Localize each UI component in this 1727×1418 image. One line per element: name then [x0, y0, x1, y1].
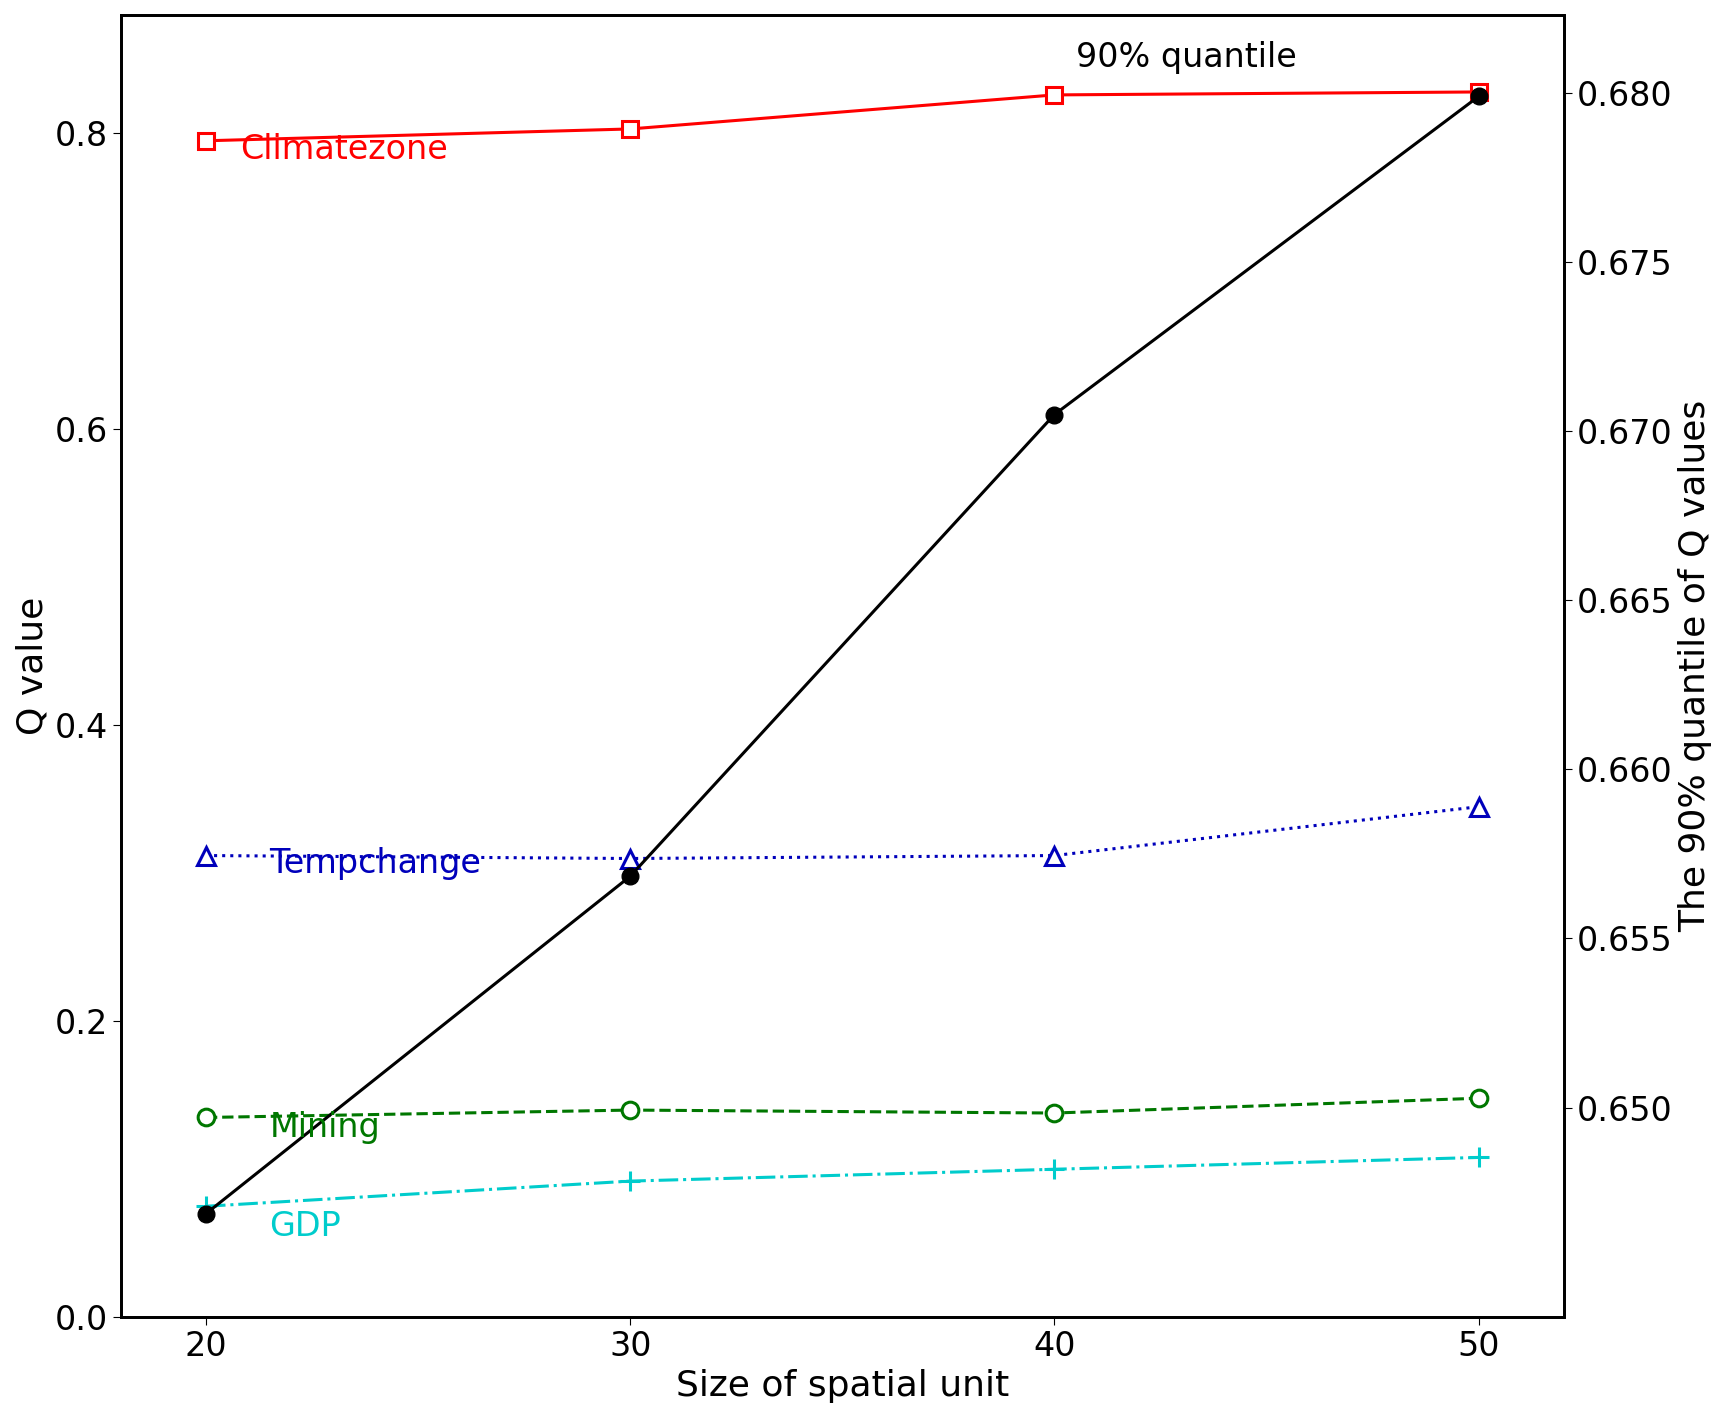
Text: 90% quantile: 90% quantile — [1076, 41, 1297, 74]
Text: Tempchange: Tempchange — [269, 848, 482, 881]
Text: Climatezone: Climatezone — [240, 132, 447, 166]
X-axis label: Size of spatial unit: Size of spatial unit — [675, 1368, 1009, 1402]
Text: Mining: Mining — [269, 1110, 380, 1144]
Y-axis label: Q value: Q value — [16, 597, 48, 736]
Y-axis label: The 90% quantile of Q values: The 90% quantile of Q values — [1679, 400, 1711, 932]
Text: GDP: GDP — [269, 1210, 342, 1242]
